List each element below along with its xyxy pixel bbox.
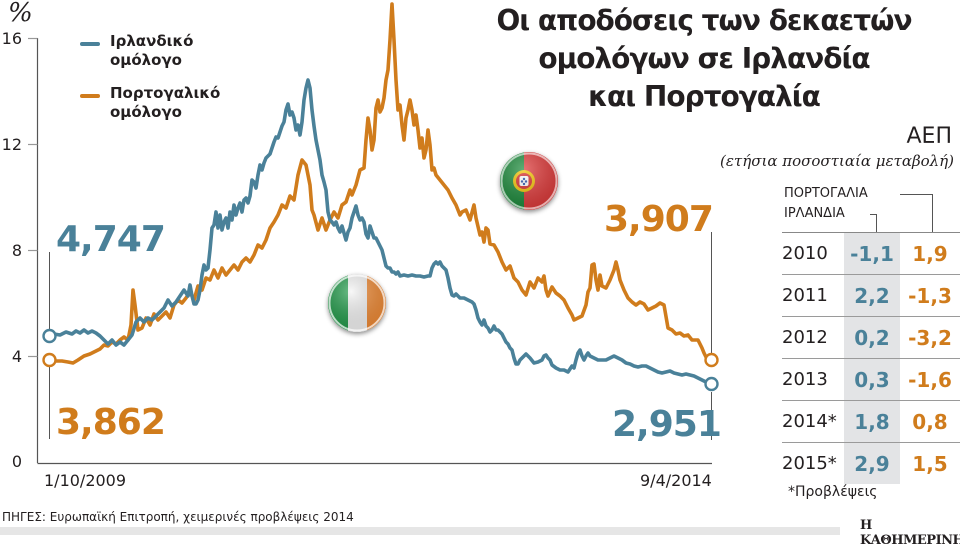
table-cell-year: 2013 — [782, 369, 828, 390]
table-cell-year: 2012 — [782, 327, 828, 348]
ireland-flag-icon — [328, 274, 386, 332]
table-cell-ireland: 0,3 — [844, 359, 900, 400]
table-row: 2010 -1,1 1,9 — [782, 233, 960, 274]
annotation-leaders — [49, 232, 712, 440]
table-cell-portugal: -3,2 — [908, 325, 952, 350]
x-label-end: 9/4/2014 — [640, 471, 712, 490]
title-line-3: και Πορτογαλία — [588, 80, 821, 113]
portugal-end-marker — [704, 352, 719, 368]
gdp-subtitle: (ετήσια ποσοστιαία μεταβολή) — [720, 152, 954, 170]
table-row: 2012 0,2 -3,2 — [782, 316, 960, 358]
legend-item-portugal: Πορτογαλικό ομόλογο — [80, 84, 240, 122]
forecast-footnote: *Προβλέψεις — [788, 484, 878, 500]
table-cell-ireland: 0,2 — [844, 317, 900, 358]
chart-title: Οι αποδόσεις των δεκαετών ομολόγων σε Ιρ… — [448, 2, 960, 116]
table-row: 2011 2,2 -1,3 — [782, 274, 960, 316]
legend-label-portugal: Πορτογαλικό ομόλογο — [110, 84, 240, 122]
source-note: ΠΗΓΕΣ: Ευρωπαϊκή Επιτροπή, χειμερινές πρ… — [2, 510, 354, 524]
footer-bar — [0, 527, 840, 535]
ireland-start-marker — [42, 328, 57, 344]
y-tick-16: 16 — [1, 29, 22, 48]
column-header-leaders — [782, 194, 960, 233]
axes — [28, 37, 712, 465]
legend-portugal-line1: Πορτογαλικό — [110, 84, 221, 102]
portugal-start-marker — [42, 352, 57, 368]
legend-ireland-line1: Ιρλανδικό — [110, 32, 194, 50]
column-header-portugal: ΠΟΡΤΟΓΑΛΙΑ — [784, 186, 868, 201]
gdp-table: 2010 -1,1 1,9 2011 2,2 -1,3 2012 0,2 -3,… — [782, 233, 960, 484]
legend-portugal-line2: ομόλογο — [110, 103, 182, 121]
portugal-flag-icon — [500, 152, 558, 210]
table-cell-portugal: 1,9 — [912, 241, 948, 266]
portugal-end-value: 3,907 — [604, 199, 714, 240]
table-row: 2014* 1,8 0,8 — [782, 400, 960, 442]
ireland-end-marker — [704, 376, 719, 392]
table-cell-year: 2011 — [782, 285, 828, 306]
ireland-start-value: 4,747 — [56, 219, 166, 260]
portugal-start-value: 3,862 — [56, 402, 166, 443]
y-axis-unit: % — [8, 0, 33, 28]
title-line-2: ομολόγων σε Ιρλανδία — [538, 42, 870, 75]
x-label-start: 1/10/2009 — [44, 471, 127, 490]
ireland-yield-line — [46, 78, 710, 385]
legend-ireland-line2: ομόλογο — [110, 51, 182, 69]
legend-label-ireland: Ιρλανδικό ομόλογο — [110, 32, 240, 70]
title-line-1: Οι αποδόσεις των δεκαετών — [496, 4, 912, 37]
brand-logo: Η ΚΑΘΗΜΕΡΙΝΗ — [860, 518, 960, 548]
y-tick-0: 0 — [11, 452, 22, 471]
table-cell-ireland: 2,9 — [844, 443, 900, 484]
legend-swatch-ireland — [80, 42, 100, 46]
table-row: 2013 0,3 -1,6 — [782, 358, 960, 400]
line-chart — [28, 2, 719, 465]
table-cell-portugal: -1,3 — [908, 283, 952, 308]
table-cell-portugal: 1,5 — [912, 451, 948, 476]
table-cell-portugal: 0,8 — [912, 409, 948, 434]
y-tick-8: 8 — [11, 241, 22, 260]
legend-swatch-portugal — [80, 94, 100, 98]
legend-item-ireland: Ιρλανδικό ομόλογο — [80, 32, 240, 70]
y-tick-4: 4 — [11, 347, 22, 366]
y-tick-12: 12 — [1, 135, 22, 154]
column-header-ireland: ΙΡΛΑΝΔΙΑ — [784, 206, 845, 221]
table-cell-year: 2015* — [782, 453, 837, 474]
table-cell-ireland: 1,8 — [844, 401, 900, 442]
table-cell-year: 2010 — [782, 243, 828, 264]
table-cell-ireland: 2,2 — [844, 275, 900, 316]
gdp-title: ΑΕΠ — [906, 124, 953, 149]
table-cell-year: 2014* — [782, 411, 837, 432]
table-cell-ireland: -1,1 — [844, 233, 900, 274]
table-row: 2015* 2,9 1,5 — [782, 442, 960, 484]
ireland-end-value: 2,951 — [612, 404, 722, 445]
table-cell-portugal: -1,6 — [908, 367, 952, 392]
